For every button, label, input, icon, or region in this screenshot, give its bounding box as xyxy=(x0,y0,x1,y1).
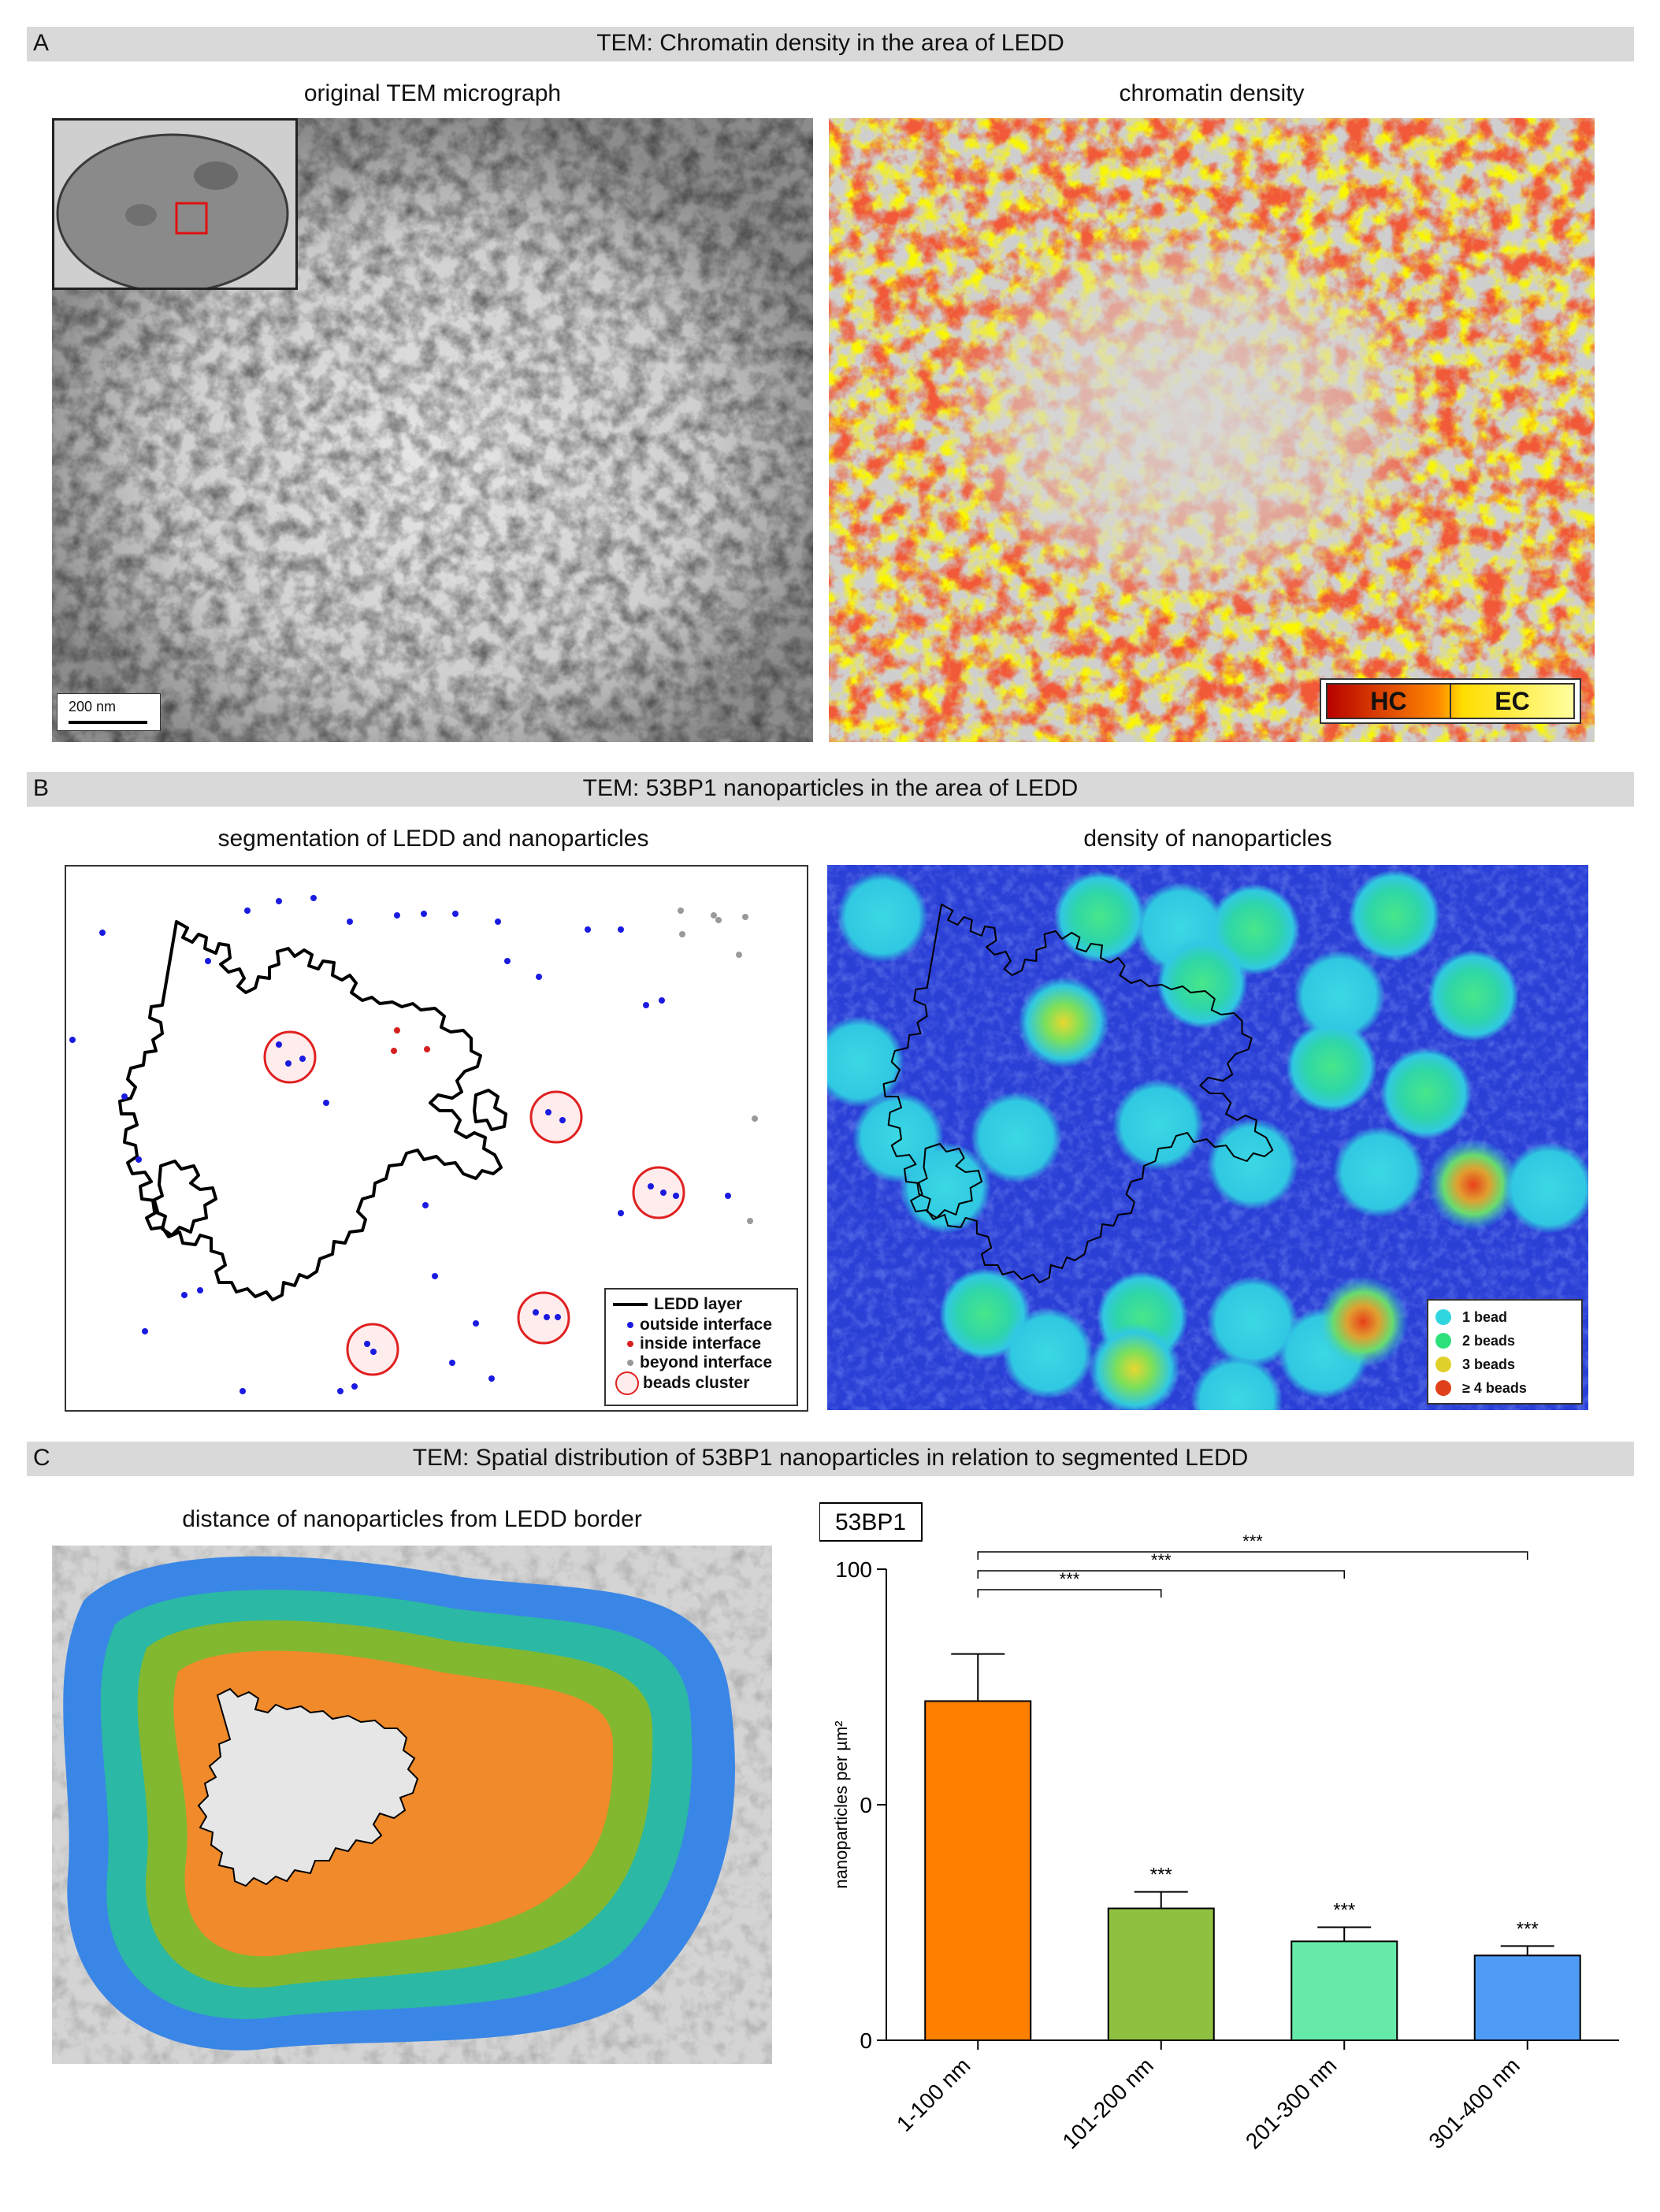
significance-bracket xyxy=(977,1570,1345,1579)
y-tick-label: 100 xyxy=(835,1557,872,1582)
scale-bar-line xyxy=(69,721,147,724)
tem-micrograph-title: original TEM micrograph xyxy=(303,80,562,106)
y-axis-label: nanoparticles per µm² xyxy=(831,1720,851,1888)
chromatin-density-map: HC EC xyxy=(829,118,1595,742)
x-tick-label: 201-300 nm xyxy=(1241,2053,1342,2154)
inside-interface-dots xyxy=(391,1027,430,1054)
section-b-title: TEM: 53BP1 nanoparticles in the area of … xyxy=(582,775,1079,801)
bar-4 xyxy=(1473,1954,1581,2041)
bar-chart: 53BP1 0 0 100 nanoparticles per µm² 1-100 nm *… xyxy=(819,1497,1634,2198)
chromatin-density-title: chromatin density xyxy=(1119,80,1305,106)
y-tick-label: 0 xyxy=(860,2028,872,2053)
section-c-header: C TEM: Spatial distribution of 53BP1 nan… xyxy=(27,1442,1634,1476)
density-beads xyxy=(827,870,1588,1410)
inset-roi-box xyxy=(175,202,208,235)
ec-legend-label: EC xyxy=(1495,687,1530,715)
outside-interface-dots xyxy=(69,895,731,1394)
distance-bands xyxy=(63,1556,735,2051)
bracket-label: *** xyxy=(1060,1569,1080,1589)
section-a-title: TEM: Chromatin density in the area of LE… xyxy=(596,30,1064,56)
legend-3-beads: 3 beads xyxy=(1462,1357,1516,1372)
legend-inside-interface: inside interface xyxy=(640,1334,762,1353)
legend-beyond-interface: beyond interface xyxy=(640,1353,773,1371)
x-tick-label: 301-400 nm xyxy=(1424,2053,1524,2154)
legend-beads-cluster: beads cluster xyxy=(643,1374,750,1392)
section-a-header: A TEM: Chromatin density in the area of … xyxy=(27,27,1634,61)
beyond-interface-dots xyxy=(678,907,758,1224)
x-tick-label: 101-200 nm xyxy=(1057,2053,1158,2154)
significance-marker: *** xyxy=(1150,1865,1172,1886)
y-tick-label: 0 xyxy=(860,1793,872,1817)
bar-1 xyxy=(924,1700,1032,2041)
tem-micrograph: 200 nm xyxy=(52,118,813,742)
legend-outside-interface: outside interface xyxy=(640,1316,773,1334)
nanoparticle-density-title: density of nanoparticles xyxy=(1083,826,1332,852)
chart-title-box xyxy=(819,1502,923,1542)
bar-2 xyxy=(1107,1907,1215,2041)
nanoparticle-density-map: 1 bead 2 beads 3 beads ≥ 4 beads xyxy=(827,865,1588,1410)
hc-legend-label: HC xyxy=(1370,687,1407,715)
x-tick-label: 1-100 nm xyxy=(892,2053,975,2136)
chart-title: 53BP1 xyxy=(835,1509,906,1535)
significance-bracket xyxy=(977,1551,1528,1560)
distance-map-title: distance of nanoparticles from LEDD bord… xyxy=(182,1506,642,1532)
distance-map xyxy=(52,1546,772,2064)
panel-label-c: C xyxy=(33,1445,50,1471)
significance-marker: *** xyxy=(1517,1918,1539,1939)
scale-bar: 200 nm xyxy=(57,693,161,731)
bracket-label: *** xyxy=(1242,1531,1263,1551)
legend-2-beads: 2 beads xyxy=(1462,1333,1516,1349)
bar-chart-svg: 53BP1 0 0 100 nanoparticles per µm² 1-100 nm *… xyxy=(819,1502,1619,2154)
nucleus-inset xyxy=(52,118,298,290)
section-c-title: TEM: Spatial distribution of 53BP1 nanop… xyxy=(412,1445,1249,1471)
bead-legend xyxy=(1427,1299,1583,1405)
legend-4-beads: ≥ 4 beads xyxy=(1462,1380,1527,1396)
cluster-circles xyxy=(263,1030,685,1376)
section-b-header: B TEM: 53BP1 nanoparticles in the area o… xyxy=(27,772,1634,807)
panel-label-b: B xyxy=(33,775,50,801)
legend-ledd-layer: LEDD layer xyxy=(654,1295,743,1313)
scale-bar-label: 200 nm xyxy=(69,699,117,714)
ledd-contour xyxy=(118,920,507,1301)
significance-bracket xyxy=(977,1589,1162,1598)
segmentation-title: segmentation of LEDD and nanoparticles xyxy=(217,826,649,852)
legend-1-bead: 1 bead xyxy=(1462,1309,1508,1325)
bracket-label: *** xyxy=(1151,1550,1172,1570)
hc-ec-legend xyxy=(1320,678,1581,724)
segmentation-panel: LEDD layer outside interface inside inte… xyxy=(65,865,808,1412)
panel-label-a: A xyxy=(33,30,50,56)
significance-marker: *** xyxy=(1333,1899,1355,1921)
density-ledd-contour xyxy=(882,904,1274,1283)
bar-3 xyxy=(1290,1940,1398,2041)
segmentation-legend xyxy=(604,1288,798,1406)
